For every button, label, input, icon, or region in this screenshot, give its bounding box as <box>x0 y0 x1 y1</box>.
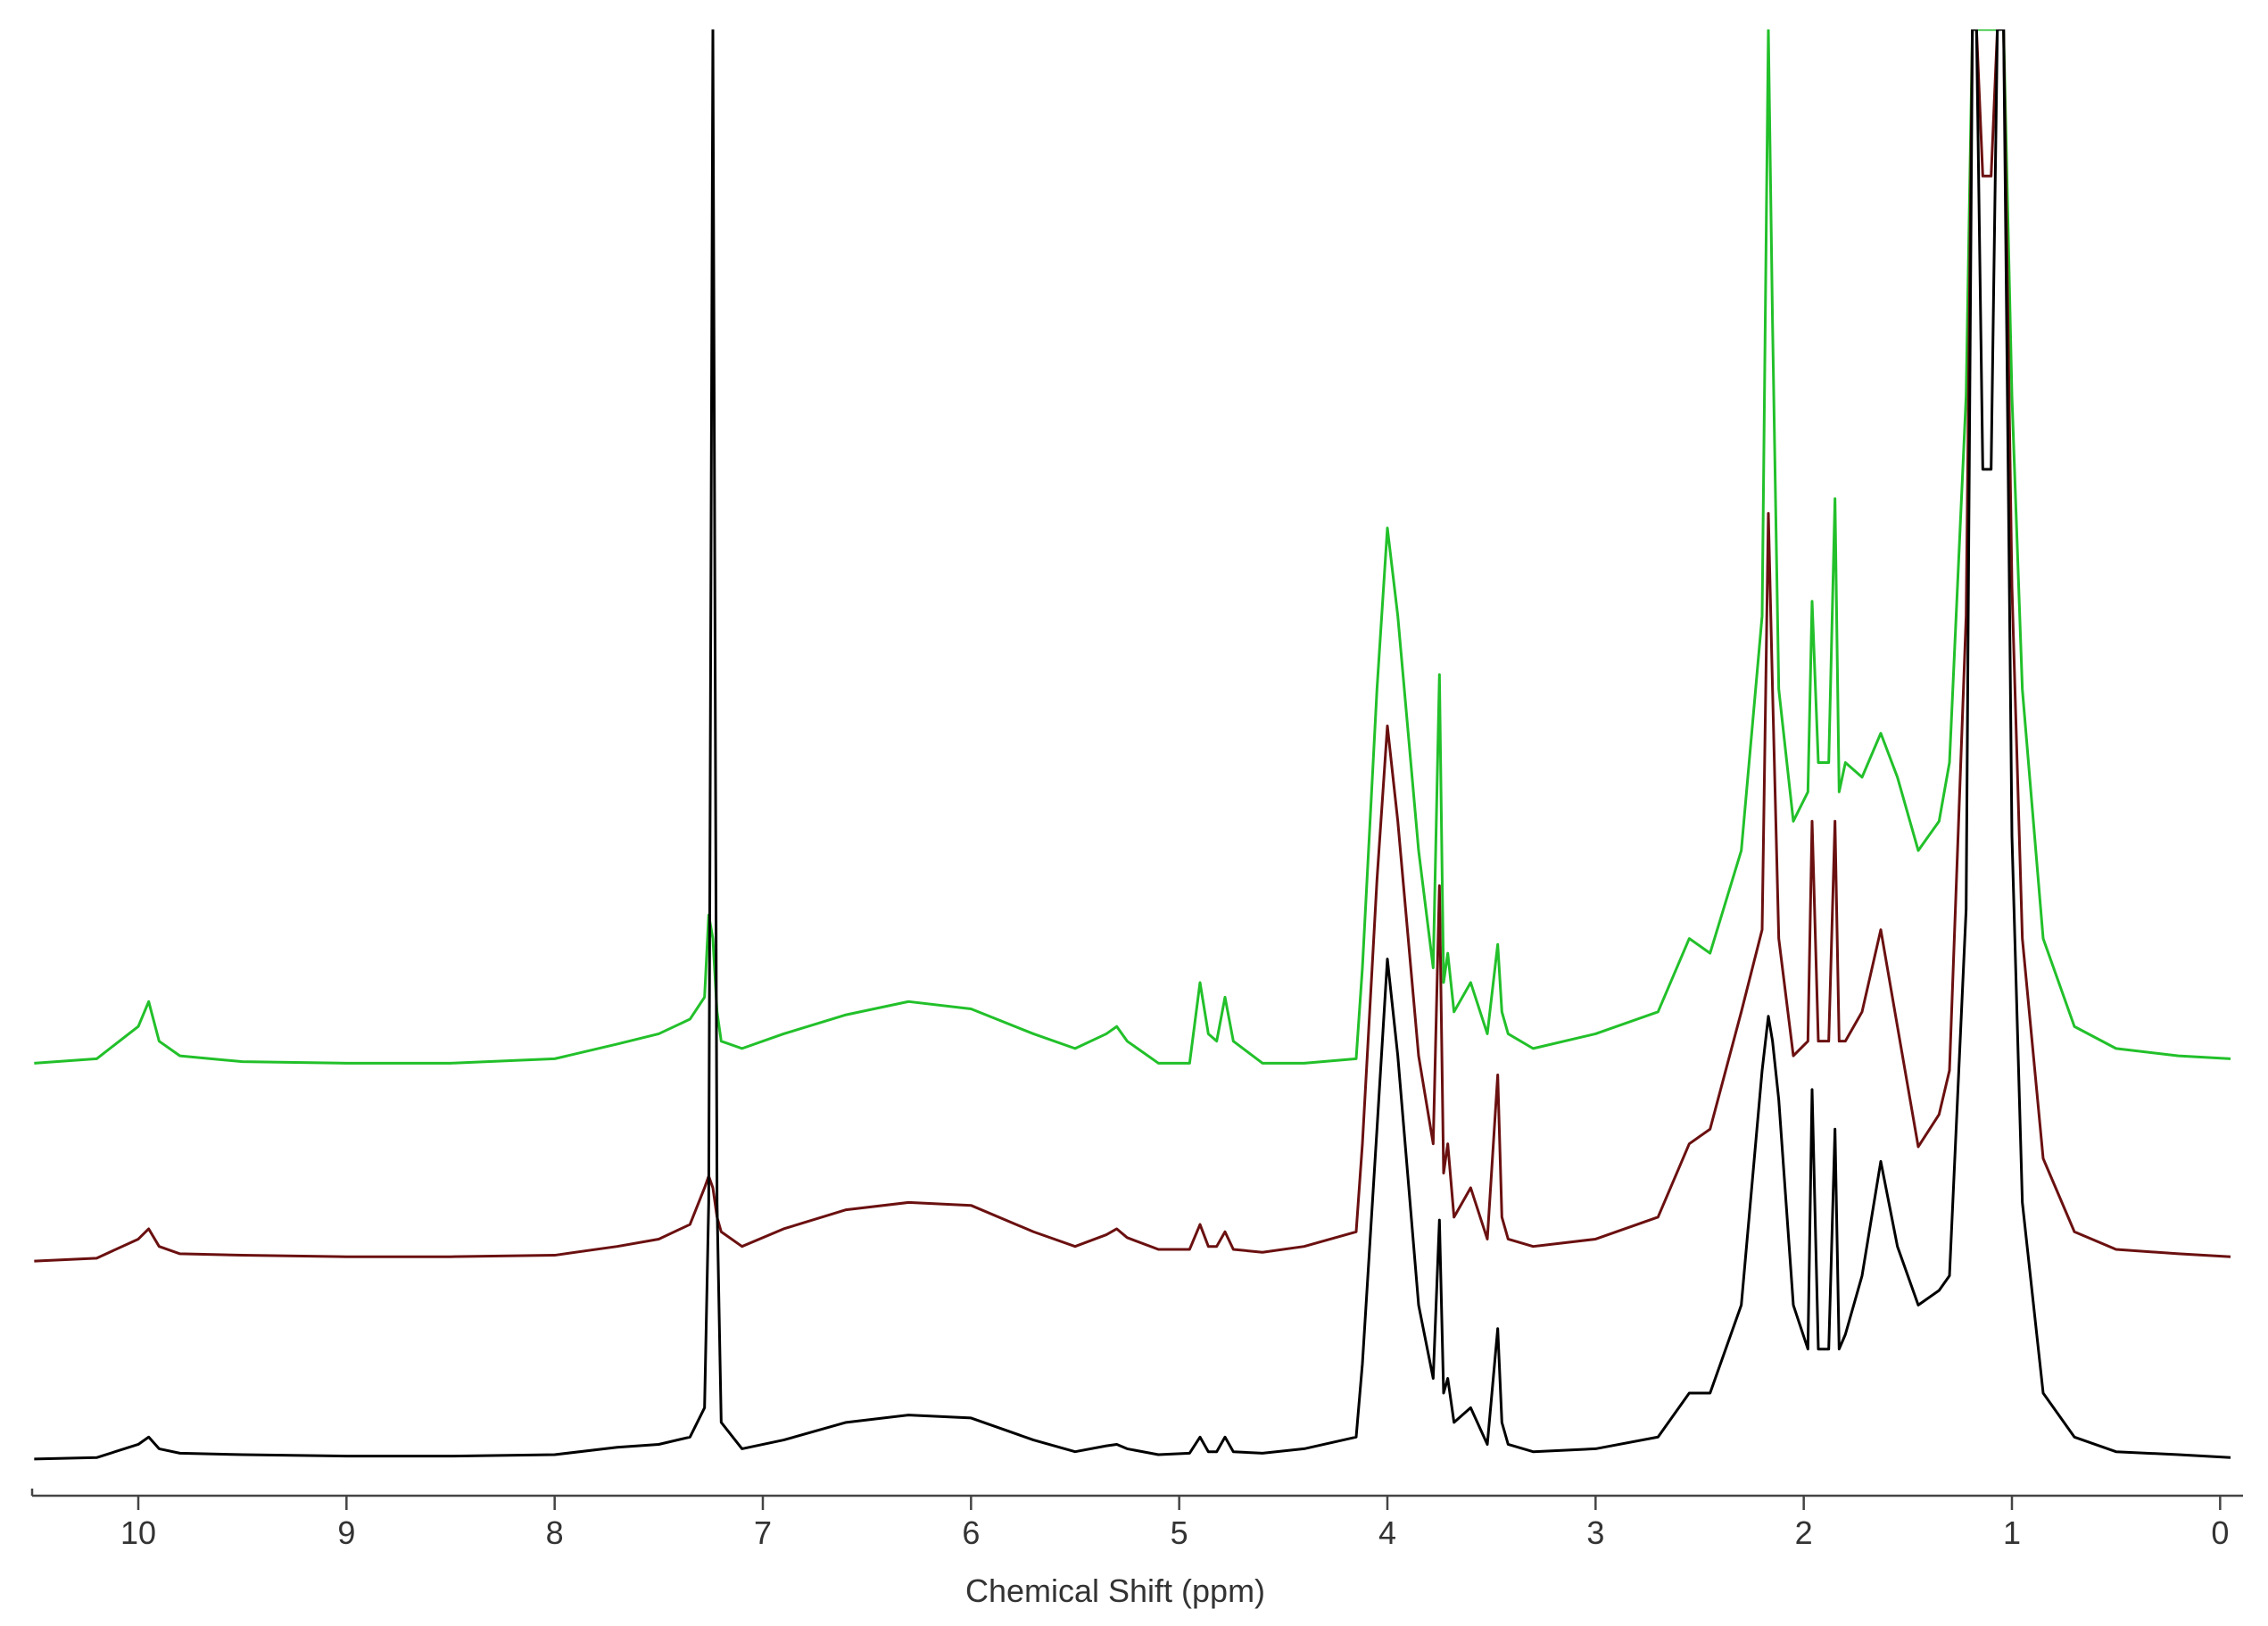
x-tick-label: 7 <box>754 1514 772 1551</box>
x-tick-label: 4 <box>1378 1514 1396 1551</box>
x-tick-label: 3 <box>1586 1514 1604 1551</box>
x-tick-label: 6 <box>962 1514 980 1551</box>
plot-area <box>34 29 2231 1461</box>
x-axis-label: Chemical Shift (ppm) <box>965 1572 1265 1609</box>
x-tick-label: 8 <box>546 1514 564 1551</box>
spectrum-line <box>34 29 2231 1461</box>
x-tick-label: 1 <box>2003 1514 2021 1551</box>
spectrum-line <box>34 29 2231 1263</box>
x-tick-label: 9 <box>337 1514 355 1551</box>
x-tick-label: 0 <box>2211 1514 2229 1551</box>
spectrum-line <box>34 29 2231 1065</box>
x-tick-label: 2 <box>1795 1514 1813 1551</box>
x-tick-label: 5 <box>1171 1514 1188 1551</box>
x-tick-label: 10 <box>120 1514 156 1551</box>
